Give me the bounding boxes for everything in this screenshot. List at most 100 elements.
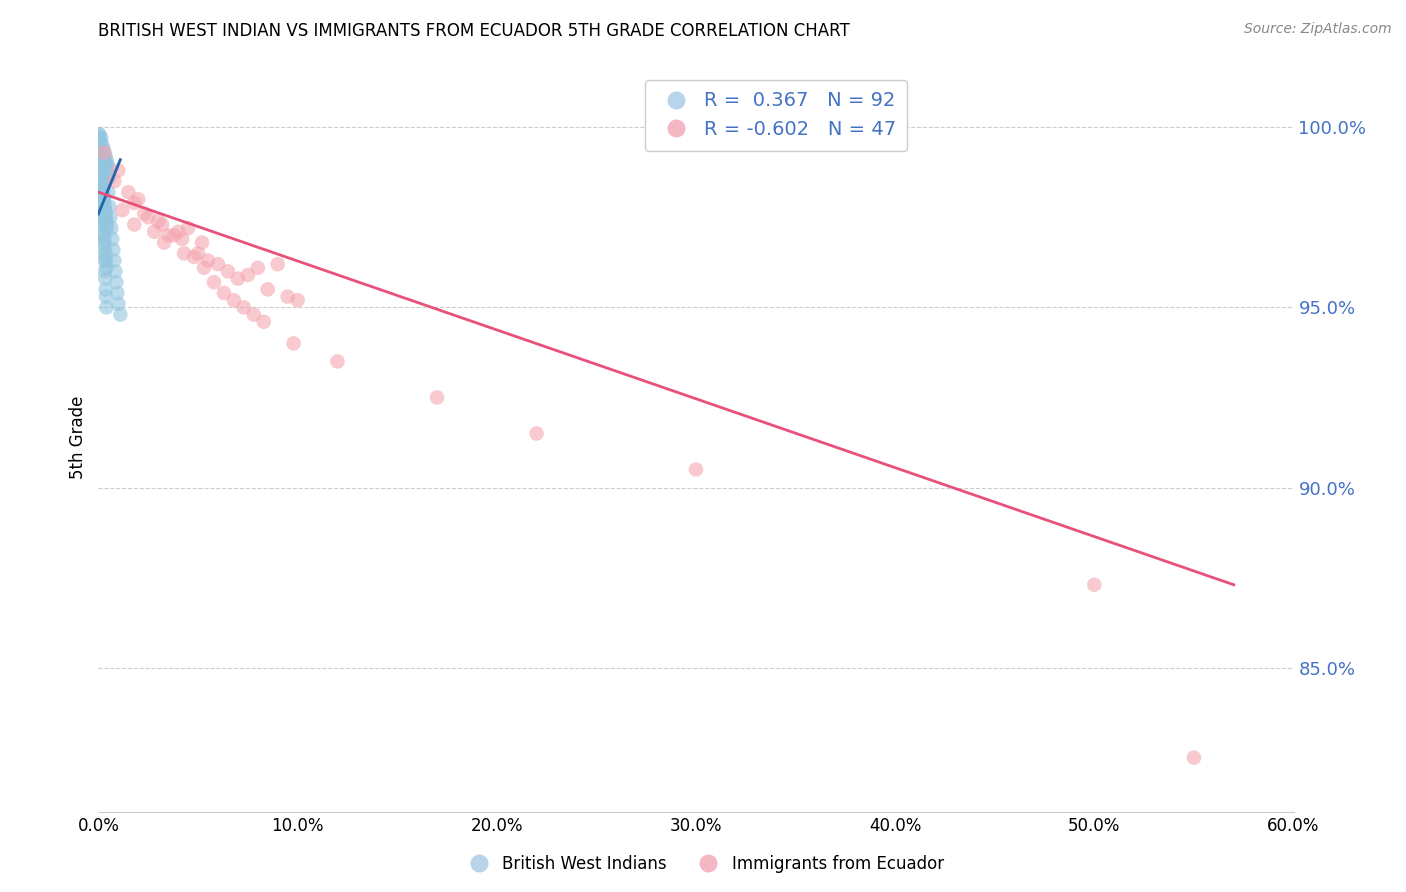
Point <box>90 174 112 188</box>
Point <box>163 228 186 243</box>
Point <box>96 163 118 178</box>
Point <box>253 315 276 329</box>
Point <box>96 156 118 170</box>
Point <box>193 260 215 275</box>
Point <box>91 178 114 192</box>
Point <box>91 228 114 243</box>
Point <box>110 308 132 322</box>
Point <box>246 260 269 275</box>
Point <box>526 426 548 441</box>
Point <box>91 138 114 153</box>
Point <box>98 170 121 185</box>
Point <box>91 149 114 163</box>
Point <box>97 160 120 174</box>
Point <box>90 131 112 145</box>
Point <box>256 282 278 296</box>
Point <box>212 285 235 300</box>
Point <box>93 192 115 206</box>
Point <box>91 211 114 225</box>
Point <box>143 225 166 239</box>
Point <box>89 145 111 160</box>
Point <box>90 192 112 206</box>
Point <box>172 232 194 246</box>
Point <box>124 195 146 210</box>
Point <box>93 188 115 202</box>
Point <box>89 128 111 142</box>
Legend: R =  0.367   N = 92, R = -0.602   N = 47: R = 0.367 N = 92, R = -0.602 N = 47 <box>645 79 907 151</box>
Point <box>98 211 122 225</box>
Point <box>89 138 111 153</box>
Point <box>685 462 707 476</box>
Point <box>90 174 112 188</box>
Point <box>167 225 190 239</box>
Point <box>97 185 120 199</box>
Point <box>93 195 115 210</box>
Point <box>103 174 125 188</box>
Point <box>96 221 118 235</box>
Point <box>105 285 128 300</box>
Point <box>94 232 117 246</box>
Point <box>94 271 117 285</box>
Point <box>93 246 115 260</box>
Point <box>127 192 149 206</box>
Point <box>91 181 114 195</box>
Point <box>105 275 128 289</box>
Point <box>90 167 112 181</box>
Point <box>90 160 112 174</box>
Point <box>267 257 290 271</box>
Point <box>103 253 125 268</box>
Point <box>94 203 117 218</box>
Point <box>197 253 219 268</box>
Point <box>326 354 349 368</box>
Point <box>94 282 117 296</box>
Point <box>107 297 129 311</box>
Point <box>89 145 111 160</box>
Point <box>89 153 111 167</box>
Point <box>97 167 120 181</box>
Point <box>1182 750 1205 764</box>
Point <box>226 271 249 285</box>
Point <box>277 290 299 304</box>
Point <box>94 160 117 174</box>
Point <box>94 211 117 225</box>
Point <box>89 156 111 170</box>
Point <box>94 156 117 170</box>
Point <box>87 128 110 142</box>
Point <box>98 200 121 214</box>
Legend: British West Indians, Immigrants from Ecuador: British West Indians, Immigrants from Ec… <box>456 848 950 880</box>
Point <box>91 145 114 160</box>
Point <box>173 246 195 260</box>
Point <box>222 293 245 308</box>
Point <box>89 135 111 149</box>
Point <box>153 235 176 250</box>
Point <box>94 253 117 268</box>
Point <box>148 214 170 228</box>
Point <box>91 203 114 218</box>
Point <box>287 293 309 308</box>
Point <box>104 264 127 278</box>
Point <box>136 211 159 225</box>
Point <box>94 207 117 221</box>
Point <box>1083 578 1105 592</box>
Point <box>94 246 117 260</box>
Point <box>94 149 117 163</box>
Point <box>90 167 112 181</box>
Point <box>93 153 115 167</box>
Point <box>93 200 115 214</box>
Point <box>90 163 112 178</box>
Point <box>89 160 111 174</box>
Point <box>89 149 111 163</box>
Point <box>96 218 118 232</box>
Point <box>90 142 112 156</box>
Point <box>134 207 156 221</box>
Point <box>91 188 114 202</box>
Point <box>426 391 449 405</box>
Point <box>90 174 112 188</box>
Text: Source: ZipAtlas.com: Source: ZipAtlas.com <box>1244 22 1392 37</box>
Point <box>124 218 146 232</box>
Point <box>96 153 118 167</box>
Point <box>94 264 117 278</box>
Point <box>243 308 266 322</box>
Point <box>91 218 114 232</box>
Point <box>89 138 111 153</box>
